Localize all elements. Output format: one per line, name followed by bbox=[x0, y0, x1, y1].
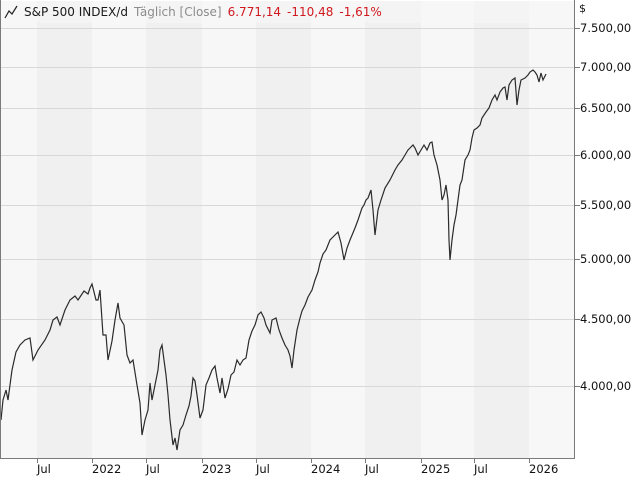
last-value: 6.771,14 bbox=[227, 5, 282, 19]
series-name[interactable]: S&P 500 INDEX/d bbox=[24, 5, 128, 19]
y-axis-unit: $ bbox=[579, 2, 586, 15]
y-tick-label: 7.000,00 bbox=[580, 60, 632, 74]
x-tick-label: Jul bbox=[37, 462, 51, 476]
interval-label[interactable]: Täglich [Close] bbox=[133, 5, 222, 19]
x-tick-label: 2024 bbox=[311, 462, 341, 476]
y-axis-ticks bbox=[575, 28, 580, 387]
y-tick-label: 5.500,00 bbox=[580, 198, 632, 212]
time-bands bbox=[1, 1, 574, 458]
x-tick-label: 2023 bbox=[202, 462, 232, 476]
y-tick-label: 5.000,00 bbox=[580, 252, 632, 266]
y-tick-label: 4.500,00 bbox=[580, 312, 632, 326]
line-series-icon bbox=[4, 5, 18, 19]
x-tick-label: 2022 bbox=[92, 462, 122, 476]
title-strip bbox=[1, 1, 574, 23]
y-tick-label: 6.500,00 bbox=[580, 101, 632, 115]
y-tick-label: 4.000,00 bbox=[580, 379, 632, 393]
x-tick-label: Jul bbox=[474, 462, 488, 476]
x-tick-label: 2026 bbox=[529, 462, 559, 476]
y-tick-label: 6.000,00 bbox=[580, 148, 632, 162]
plot-frame bbox=[0, 0, 575, 459]
price-line bbox=[0, 69, 547, 451]
x-tick-label: 2025 bbox=[421, 462, 451, 476]
x-tick-label: Jul bbox=[146, 462, 160, 476]
x-tick-label: Jul bbox=[365, 462, 379, 476]
change-absolute: -110,48 bbox=[287, 5, 334, 19]
gridlines bbox=[1, 28, 574, 387]
x-axis-ticks bbox=[37, 459, 530, 463]
change-percent: -1,61% bbox=[339, 5, 382, 19]
x-tick-label: Jul bbox=[256, 462, 270, 476]
chart-header: S&P 500 INDEX/d Täglich [Close] 6.771,14… bbox=[4, 4, 382, 20]
y-tick-label: 7.500,00 bbox=[580, 21, 632, 35]
